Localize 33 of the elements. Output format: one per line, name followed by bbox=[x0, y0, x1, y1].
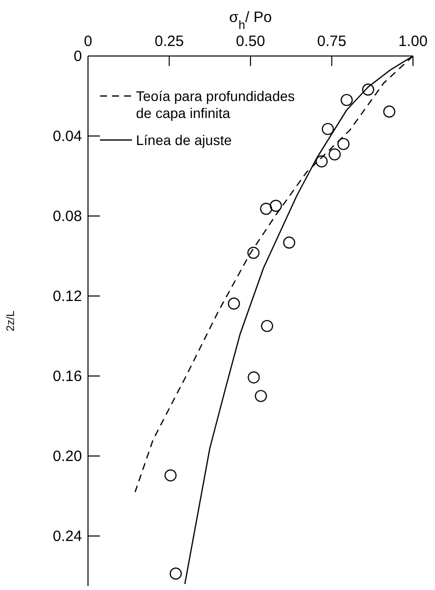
y-tick-label: 0.24 bbox=[52, 528, 82, 545]
point bbox=[322, 122, 334, 136]
point bbox=[260, 202, 272, 215]
point bbox=[261, 320, 274, 332]
point bbox=[164, 469, 177, 482]
point bbox=[328, 148, 341, 160]
y-tick-label: 0.16 bbox=[52, 368, 82, 385]
point bbox=[254, 390, 267, 402]
point bbox=[170, 568, 182, 580]
point bbox=[247, 246, 260, 259]
point bbox=[283, 236, 296, 249]
y-tick-label: 0 bbox=[74, 48, 82, 65]
x-tick-label: 0.75 bbox=[317, 33, 346, 50]
x-tick-label: 0.25 bbox=[154, 33, 184, 50]
legend-label: Teoía para profundidades de capa infinita bbox=[136, 88, 295, 121]
y-tick-label: 0.20 bbox=[52, 448, 82, 465]
y-tick-label: 0.08 bbox=[52, 208, 82, 225]
y-tick-label: 0.12 bbox=[52, 288, 82, 305]
y-axis-title: 2z/L bbox=[5, 310, 17, 332]
x-tick-label: 0 bbox=[84, 33, 92, 50]
x-tick-label: 1.00 bbox=[398, 33, 428, 50]
point bbox=[337, 138, 350, 150]
point bbox=[228, 298, 240, 310]
point bbox=[270, 200, 282, 212]
point bbox=[362, 84, 374, 96]
point bbox=[316, 155, 328, 168]
y-tick-label: 0.04 bbox=[52, 128, 82, 145]
point bbox=[383, 106, 396, 118]
point bbox=[340, 94, 353, 106]
point bbox=[248, 371, 260, 384]
legend-label: Línea de ajuste bbox=[136, 132, 232, 148]
x-tick-label: 0.50 bbox=[236, 33, 266, 50]
x-axis-title: σ$_{h}$/ Po bbox=[229, 9, 272, 32]
